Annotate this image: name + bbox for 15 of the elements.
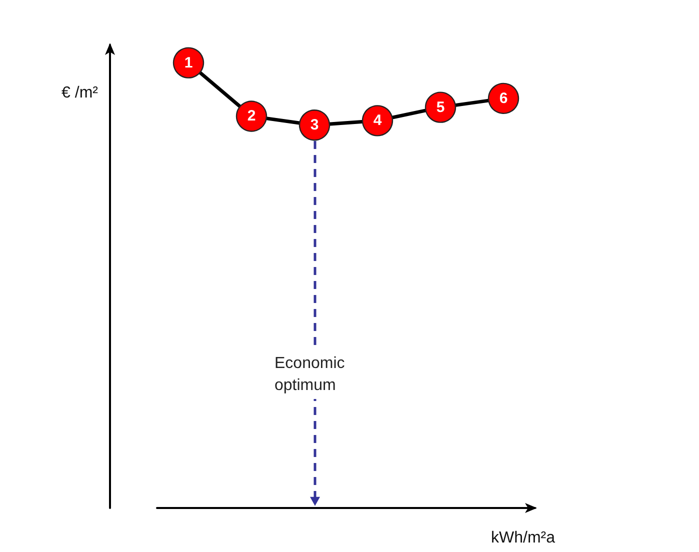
annotation: 4 xyxy=(373,112,382,130)
point xyxy=(424,92,456,123)
point xyxy=(172,47,204,78)
annotation: Economic optimum xyxy=(274,351,370,400)
x-axis-title: kWh/m²a xyxy=(491,530,556,546)
annotation: 3 xyxy=(310,116,319,134)
annotation: 6 xyxy=(499,90,508,107)
point xyxy=(298,110,330,141)
point xyxy=(362,105,394,136)
point xyxy=(236,100,268,132)
point xyxy=(488,82,520,114)
annotation: 2 xyxy=(247,108,256,125)
annotation: 1 xyxy=(184,54,193,72)
y-axis-title: € /m² xyxy=(62,84,99,102)
annotation: 5 xyxy=(436,98,445,116)
